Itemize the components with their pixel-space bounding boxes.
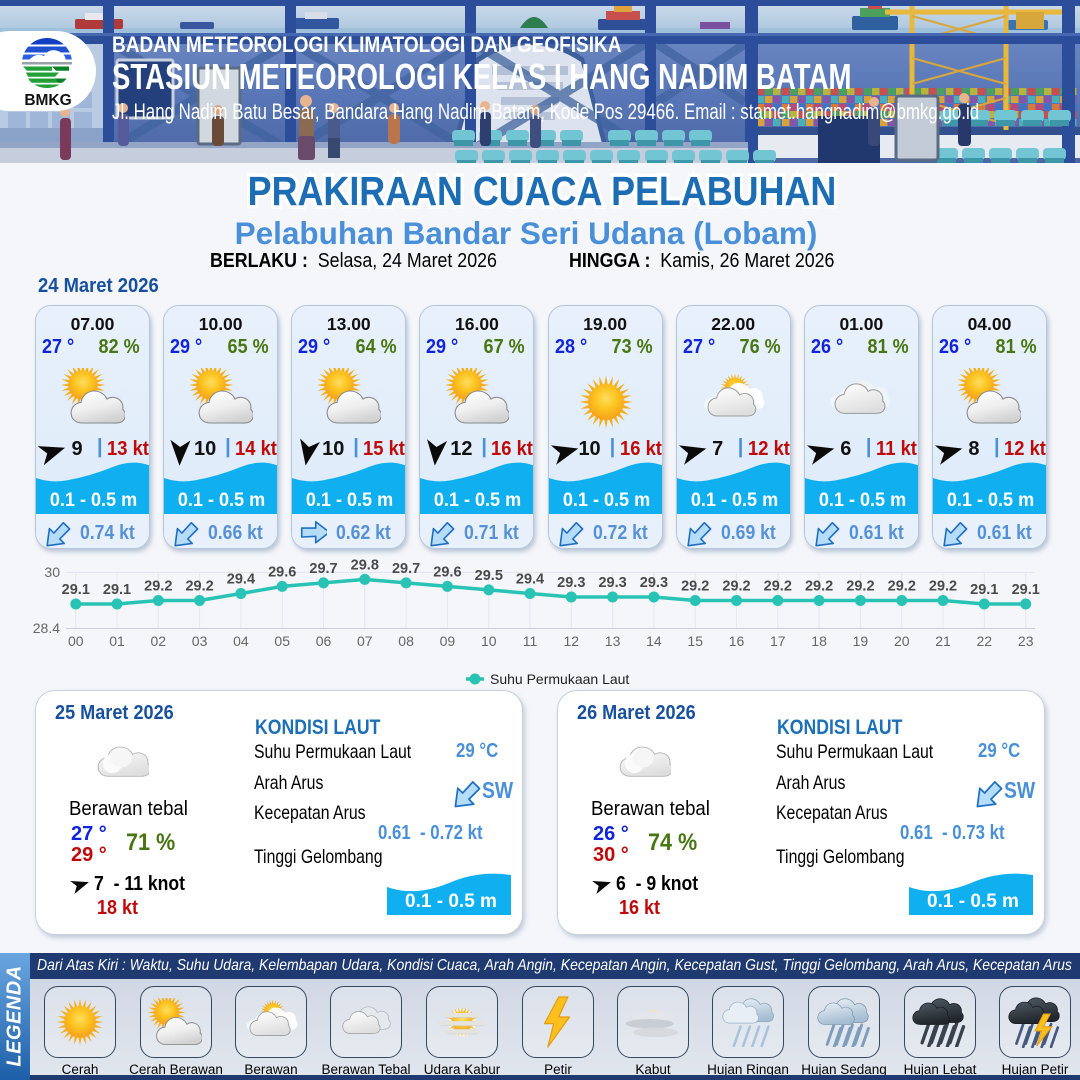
svg-text:03: 03 bbox=[192, 633, 208, 649]
svg-text:29.2: 29.2 bbox=[144, 579, 172, 595]
svg-text:29.4: 29.4 bbox=[516, 572, 544, 588]
svg-text:29.1: 29.1 bbox=[970, 582, 998, 598]
svg-text:02: 02 bbox=[151, 633, 167, 649]
svg-text:29.6: 29.6 bbox=[433, 564, 461, 580]
svg-text:0.1 - 0.5 m: 0.1 - 0.5 m bbox=[405, 891, 497, 912]
svg-text:29.2: 29.2 bbox=[929, 579, 957, 595]
svg-text:16: 16 bbox=[729, 633, 745, 649]
svg-text:29.3: 29.3 bbox=[640, 575, 668, 591]
svg-text:29.1: 29.1 bbox=[103, 582, 131, 598]
svg-text:BMKG: BMKG bbox=[24, 92, 71, 107]
svg-text:29.1: 29.1 bbox=[1012, 582, 1040, 598]
svg-text:17: 17 bbox=[770, 633, 786, 649]
svg-text:01: 01 bbox=[109, 633, 125, 649]
svg-text:29.2: 29.2 bbox=[764, 579, 792, 595]
svg-text:15: 15 bbox=[687, 633, 703, 649]
svg-text:29.7: 29.7 bbox=[392, 561, 420, 577]
svg-text:29.8: 29.8 bbox=[351, 557, 379, 573]
svg-text:28.4: 28.4 bbox=[33, 620, 60, 636]
svg-text:29.4: 29.4 bbox=[227, 572, 255, 588]
svg-text:22: 22 bbox=[977, 633, 993, 649]
svg-text:04: 04 bbox=[233, 633, 249, 649]
svg-text:29.5: 29.5 bbox=[475, 568, 503, 584]
svg-text:07: 07 bbox=[357, 633, 373, 649]
svg-text:29.2: 29.2 bbox=[185, 579, 213, 595]
svg-text:14: 14 bbox=[646, 633, 662, 649]
svg-text:30: 30 bbox=[44, 564, 60, 580]
svg-text:00: 00 bbox=[68, 633, 84, 649]
svg-text:12: 12 bbox=[564, 633, 580, 649]
svg-text:11: 11 bbox=[523, 633, 538, 649]
svg-text:08: 08 bbox=[398, 633, 414, 649]
svg-text:0.1 - 0.5 m: 0.1 - 0.5 m bbox=[927, 891, 1019, 912]
svg-text:29.2: 29.2 bbox=[805, 579, 833, 595]
svg-text:10: 10 bbox=[481, 633, 497, 649]
svg-text:06: 06 bbox=[316, 633, 332, 649]
svg-text:23: 23 bbox=[1018, 633, 1034, 649]
svg-text:18: 18 bbox=[811, 633, 827, 649]
svg-text:29.3: 29.3 bbox=[557, 575, 585, 591]
svg-text:09: 09 bbox=[440, 633, 456, 649]
svg-text:Suhu Permukaan Laut: Suhu Permukaan Laut bbox=[490, 671, 629, 687]
svg-text:29.2: 29.2 bbox=[846, 579, 874, 595]
svg-text:29.2: 29.2 bbox=[888, 579, 916, 595]
svg-text:19: 19 bbox=[853, 633, 869, 649]
svg-text:29.2: 29.2 bbox=[681, 579, 709, 595]
svg-text:29.7: 29.7 bbox=[309, 561, 337, 577]
svg-text:13: 13 bbox=[605, 633, 621, 649]
svg-text:21: 21 bbox=[935, 633, 951, 649]
svg-text:29.3: 29.3 bbox=[598, 575, 626, 591]
svg-text:29.1: 29.1 bbox=[62, 582, 90, 598]
svg-text:29.2: 29.2 bbox=[722, 579, 750, 595]
svg-text:05: 05 bbox=[274, 633, 290, 649]
svg-text:29.6: 29.6 bbox=[268, 564, 296, 580]
svg-text:20: 20 bbox=[894, 633, 910, 649]
